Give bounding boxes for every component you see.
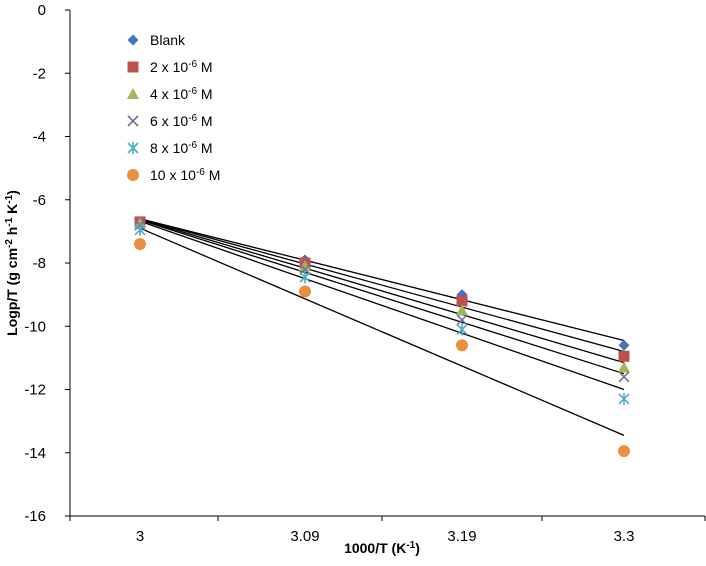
data-point-series-5: [134, 223, 146, 236]
data-point-series-5: [456, 323, 468, 336]
data-point-series-5: [618, 392, 630, 405]
legend-label-1: Blank: [150, 32, 186, 48]
y-tick-label: 0: [38, 2, 46, 19]
trendline-6: [139, 227, 625, 436]
data-point-series-4: [456, 314, 468, 326]
y-tick-label: -16: [24, 508, 46, 525]
data-point-series-3: [618, 361, 630, 373]
legend-marker-4: [127, 115, 139, 127]
x-tick-label: 3.09: [290, 528, 319, 545]
data-point-series-6: [456, 339, 468, 352]
data-point-series-4: [618, 371, 630, 383]
legend-label-5: 8 x 10-6 M: [150, 140, 213, 156]
y-tick-label: -6: [33, 192, 46, 209]
data-point-series-6: [134, 238, 146, 251]
data-point-series-6: [299, 285, 311, 298]
trendline-1: [139, 218, 625, 342]
x-axis-title: 1000/T (K-1): [344, 540, 420, 556]
trendline-5: [139, 220, 625, 391]
data-point-series-1: [618, 339, 630, 351]
legend-label-6: 10 x 10-6 M: [150, 167, 220, 183]
legend-label-4: 6 x 10-6 M: [150, 113, 213, 129]
trendline-2: [139, 218, 625, 353]
data-point-series-4: [299, 263, 311, 275]
legend-marker-1: [127, 34, 139, 46]
legend-marker-3: [127, 88, 139, 99]
x-tick-label: 3.3: [614, 528, 635, 545]
y-axis-title: Logp/T (g cm-2 h-1 K-1): [4, 190, 20, 336]
data-point-series-3: [299, 260, 311, 272]
x-tick-label: 3: [136, 528, 144, 545]
legend-marker-6: [127, 169, 139, 181]
trendline-3: [139, 218, 625, 364]
y-tick-label: -2: [33, 65, 46, 82]
data-point-series-2: [456, 295, 468, 307]
x-tick-label: 3.19: [447, 528, 476, 545]
data-point-series-6: [618, 445, 630, 458]
y-tick-label: -4: [33, 129, 46, 146]
y-tick-label: -14: [24, 445, 46, 462]
y-tick-label: -12: [24, 382, 46, 399]
data-point-series-5: [299, 271, 311, 284]
legend-marker-5: [127, 142, 139, 154]
trendline-4: [139, 219, 625, 375]
y-tick-label: -8: [33, 255, 46, 272]
legend-label-2: 2 x 10-6 M: [150, 59, 213, 75]
data-point-series-2: [618, 350, 630, 362]
legend-label-3: 4 x 10-6 M: [150, 86, 213, 102]
y-tick-label: -10: [24, 318, 46, 335]
legend-marker-2: [127, 61, 139, 73]
data-point-series-3: [456, 304, 468, 316]
